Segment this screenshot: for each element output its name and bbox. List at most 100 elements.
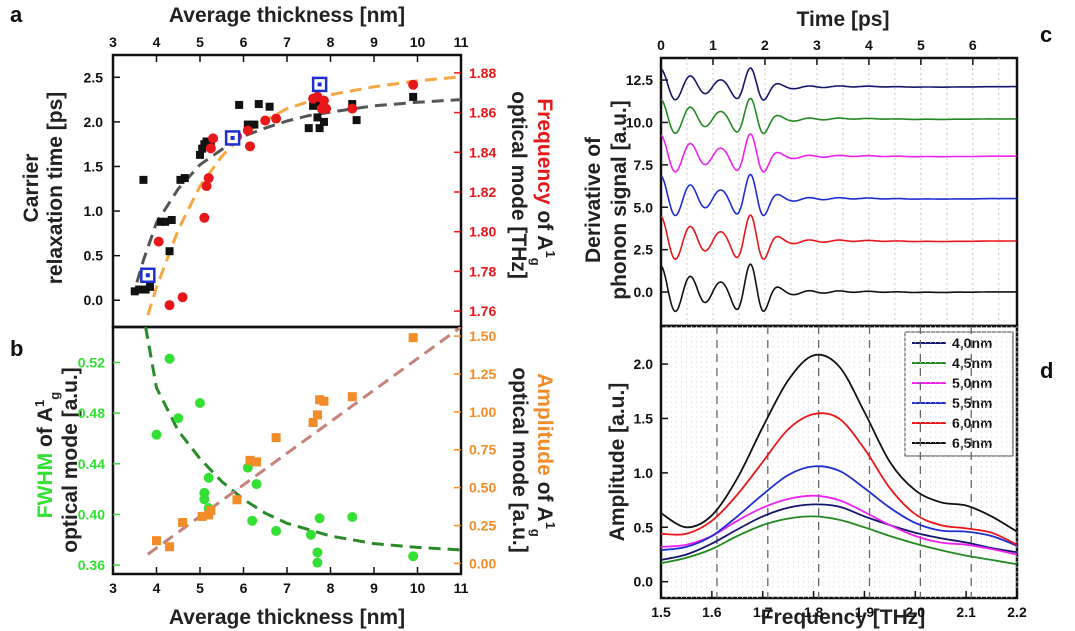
panel-b-green-circle-point: [347, 512, 358, 522]
panel-d-ylabel: Amplitude [a.u.]: [606, 383, 629, 542]
panel-c-frame: [659, 56, 1019, 328]
panel-d-series-lines: [661, 353, 1017, 566]
panel-d-series-line: [661, 353, 1017, 533]
panel-b-right-ytick-label: 1.25: [469, 366, 496, 382]
panel-b-right-ytick-label: 0.00: [469, 555, 496, 571]
panel-label-a: a: [10, 2, 23, 27]
panel-c-xtick-label: 0: [657, 37, 665, 53]
panel-c-xtick-label: 4: [865, 37, 873, 53]
panel-a-black-square-point: [352, 116, 361, 125]
panel-d-xtick-label: 1.8: [804, 604, 824, 620]
panel-d-series-line: [661, 412, 1017, 546]
panel-b-green-circle-point: [312, 557, 323, 568]
panel-a-right-ylabel-1: Frequency of A1g: [528, 98, 558, 265]
panel-b-left-ylabel-2: optical mode [a.u.]: [59, 367, 82, 553]
panel-b-right-ylabel-colored: Amplitude: [533, 373, 556, 476]
panel-b-ytick-label: 0.44: [78, 456, 105, 472]
panel-a-xtick-label: 11: [454, 34, 469, 50]
panel-b-green-circle-point: [408, 551, 419, 562]
panel-b-right-ytick-label: 0.25: [469, 518, 496, 534]
panel-c-xtick-label: 5: [917, 37, 925, 53]
panel-c-ytick-label: 5.0: [634, 199, 654, 215]
panel-c-ylabel-line2: phonon signal [a.u.]: [608, 100, 631, 299]
panel-d-xtick-label: 2.0: [906, 604, 926, 620]
panel-c-ytick-label: 10.0: [626, 114, 653, 130]
panel-a-red-circle-point: [271, 113, 282, 124]
panel-a-xtick-label: 10: [410, 34, 426, 50]
panel-b-green-circle-point: [173, 413, 184, 424]
panel-a-red-circle-point: [205, 143, 216, 154]
panel-a-blue-square-center: [145, 273, 150, 278]
panel-a-red-circle-point: [208, 133, 219, 144]
panel-d-legend-label: 6,0nm: [952, 415, 992, 431]
panel-c-trace-line: [661, 214, 1017, 260]
panel-b-orange-square-point: [347, 392, 357, 402]
panel-a-right-ytick-label: 1.76: [469, 303, 496, 319]
panel-c-ytick-label: 7.5: [634, 157, 654, 173]
panel-a-ytick-label: 2.5: [84, 69, 104, 85]
panel-c-ytick-label: 12.5: [626, 72, 653, 88]
panel-d-legend-label: 5,5nm: [952, 395, 992, 411]
panel-a-xtick-label: 7: [283, 34, 291, 50]
panel-a-right-ylabel-2: optical mode [THz]: [507, 91, 530, 279]
panel-a-red-circle-point: [242, 125, 253, 136]
panel-b-orange-square-point: [408, 333, 418, 343]
panel-a-black-square-point: [139, 175, 148, 184]
panel-a-right-ytick-label: 1.78: [469, 263, 496, 279]
panel-b-right-ylabel-sub: g: [528, 529, 543, 537]
panel-b-green-circle-point: [251, 479, 262, 490]
panel-d-series-line: [661, 503, 1017, 561]
panel-a-black-square-point: [250, 120, 259, 129]
panel-a-right-ylabel-colored: Frequency: [533, 98, 556, 205]
panel-a-ytick-label: 2.0: [84, 114, 104, 130]
panel-c-ylabel-line1: Derivative of: [582, 136, 605, 263]
panel-label-b: b: [10, 336, 23, 361]
panel-d-legend: 4,0nm 4,5nm 5,0nm 5,5nm 6,0nm 6,5nm: [904, 331, 1014, 457]
panel-a-ytick-label: 1.5: [84, 158, 104, 174]
panel-a-right-ylabel-sub: g: [528, 258, 543, 266]
panel-a-right-ytick-label: 1.86: [469, 105, 496, 121]
panel-a-xtick-label: 3: [109, 34, 117, 50]
panel-a-red-circle-point: [321, 103, 332, 114]
panel-a-ytick-label: 1.0: [84, 203, 104, 219]
panel-b-orange-square-point: [312, 410, 322, 420]
panel-a-red-circle-point: [199, 212, 210, 223]
panel-d-xtick-label: 1.9: [855, 604, 875, 620]
panel-a-black-square-point: [254, 100, 263, 109]
panel-b-orange-square-point: [252, 457, 262, 467]
panel-b-ytick-label: 0.36: [78, 557, 105, 573]
panel-a-black-square-point: [141, 285, 150, 294]
panel-a-right-ytick-label: 1.84: [469, 144, 496, 160]
panel-d-ytick-label: 1.0: [634, 465, 654, 481]
panel-b-green-circle-point: [199, 494, 210, 505]
panel-d-legend-label: 4,0nm: [952, 335, 992, 351]
panel-a-black-square-point: [243, 120, 252, 129]
panel-d-ytick-label: 0.5: [634, 519, 654, 535]
panel-b-green-circle-point: [203, 472, 214, 483]
panel-b-green-circle-point: [312, 547, 323, 558]
panel-b-green-circle-point: [314, 513, 325, 524]
panel-b-xtick-label: 10: [410, 580, 426, 596]
panel-a-red-circle-point: [164, 300, 175, 311]
panel-b-xtick-label: 5: [196, 580, 204, 596]
panel-b-orange-square-point: [319, 396, 329, 406]
panel-a-fit-lines: [135, 75, 461, 316]
panel-b-xlabel: Average thickness [nm]: [169, 606, 405, 629]
panel-c-xtick-label: 2: [761, 37, 769, 53]
panel-d-xtick-label: 1.5: [651, 604, 671, 620]
panel-a-frame: [111, 53, 463, 329]
panel-a-xtick-label: 4: [153, 34, 161, 50]
panel-b-xtick-label: 11: [454, 580, 469, 596]
panel-c-xtick-label: 1: [709, 37, 717, 53]
panel-d-chart: Frequency [THz] Amplitude [a.u.] 4,0nm4,…: [606, 324, 1027, 629]
panel-d-ytick-label: 1.5: [634, 410, 654, 426]
panel-a-xtick-label: 5: [196, 34, 204, 50]
panel-b-green-circle-point: [164, 353, 175, 364]
panel-b-xtick-label: 4: [153, 580, 161, 596]
panel-a-xtick-label: 9: [370, 34, 378, 50]
panel-b-green-circle-point: [242, 462, 253, 473]
panel-b-right-ylabel-2: optical mode [a.u.]: [508, 367, 531, 553]
panel-c-trace-line: [661, 173, 1017, 217]
panel-a-ytick-label: 0.5: [84, 248, 104, 264]
